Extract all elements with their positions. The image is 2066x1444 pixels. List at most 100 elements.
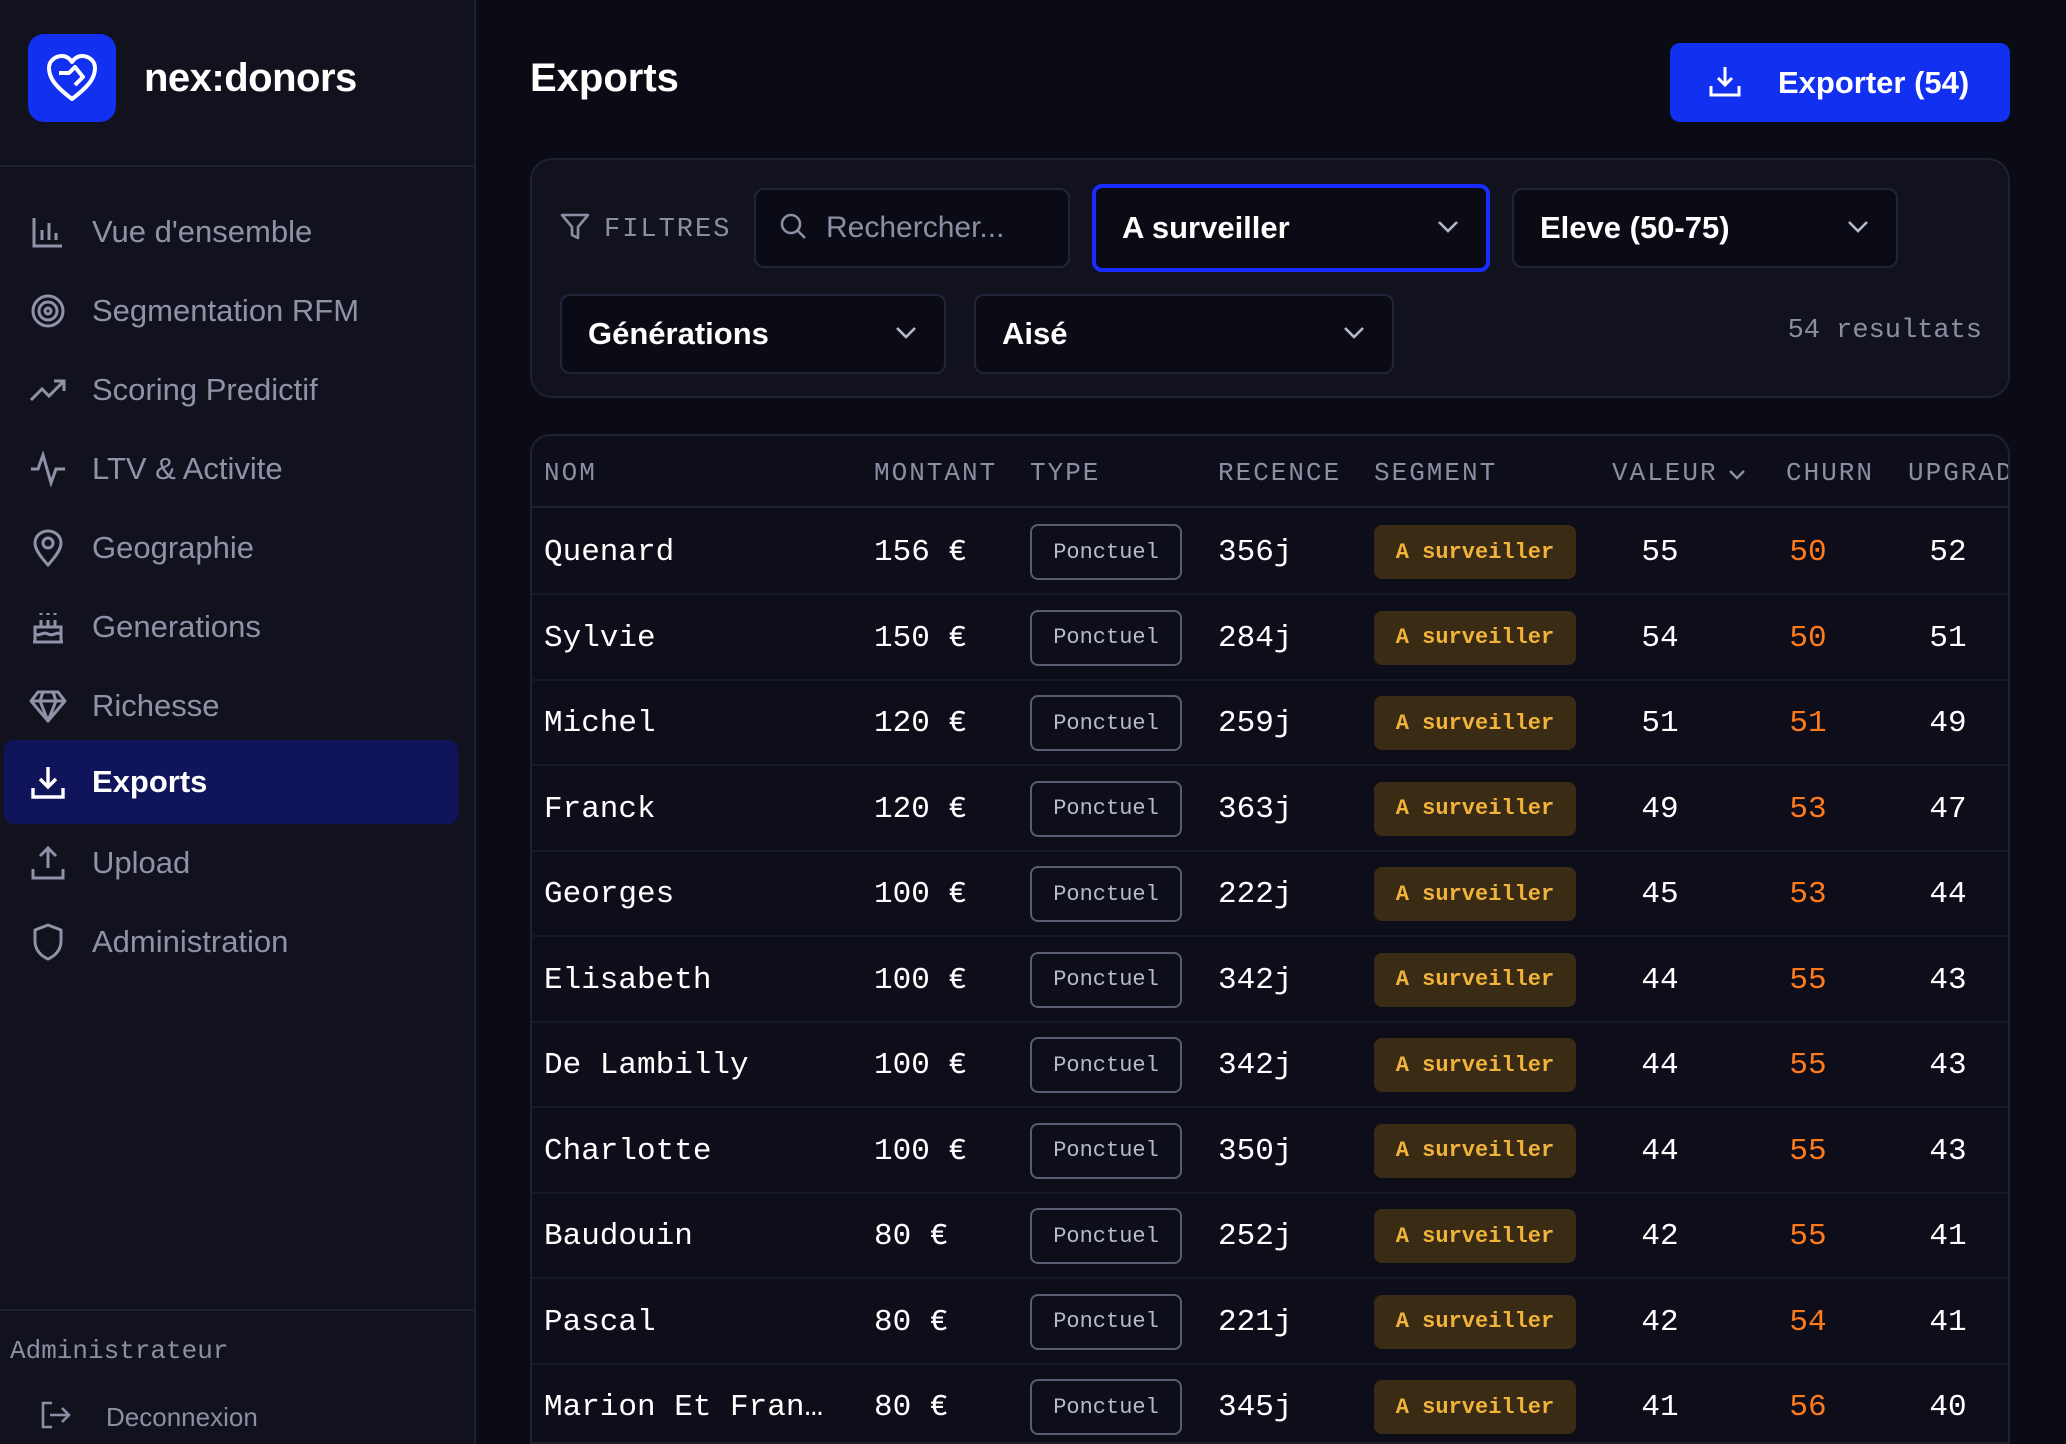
table-row[interactable]: Baudouin 80 € Ponctuel 252j A surveiller 42 55… xyxy=(532,1194,2008,1279)
sidebar-item-administration[interactable]: Administration xyxy=(4,900,458,984)
segment-badge: A surveiller xyxy=(1374,1123,1576,1178)
cell-upgrad: 49 xyxy=(1929,706,1967,741)
cell-churn: 50 xyxy=(1789,535,1827,570)
table-header: NOM MONTANT TYPE RECENCE SEGMENT VALEUR … xyxy=(532,436,2008,508)
wealth-select[interactable]: Aisé xyxy=(974,294,1394,374)
table-row[interactable]: Quenard 156 € Ponctuel 356j A surveiller 55 50… xyxy=(532,510,2008,595)
type-tag: Ponctuel xyxy=(1030,1208,1182,1264)
export-button[interactable]: Exporter (54) xyxy=(1670,43,2010,122)
sidebar-item-exports[interactable]: Exports xyxy=(4,740,458,824)
sidebar-item-label: Vue d'ensemble xyxy=(92,214,313,249)
activity-icon xyxy=(28,449,68,489)
column-header-nom[interactable]: NOM xyxy=(544,458,597,488)
cell-valeur: 41 xyxy=(1641,1390,1679,1425)
cell-upgrad: 40 xyxy=(1929,1390,1967,1425)
chevron-down-icon xyxy=(1342,324,1366,345)
segment-badge: A surveiller xyxy=(1374,1209,1576,1263)
cell-nom: Michel xyxy=(544,706,656,741)
filters-panel: FILTRES Rechercher... A surveiller Eleve… xyxy=(530,158,2010,398)
sidebar-item-label: Scoring Predictif xyxy=(92,372,318,407)
sidebar-item-segmentation-rfm[interactable]: Segmentation RFM xyxy=(4,269,458,353)
cell-nom: Sylvie xyxy=(544,620,656,656)
type-tag: Ponctuel xyxy=(1030,1293,1182,1350)
cell-recence: 342j xyxy=(1218,962,1293,998)
cell-montant: 120 € xyxy=(874,791,968,827)
segment-badge: A surveiller xyxy=(1374,867,1576,921)
table-row[interactable]: Franck 120 € Ponctuel 363j A surveiller 49 53 4… xyxy=(532,767,2008,852)
cell-valeur: 42 xyxy=(1641,1219,1679,1254)
sidebar-item-label: LTV & Activite xyxy=(92,451,283,486)
cell-churn: 51 xyxy=(1789,706,1827,741)
type-tag: Ponctuel xyxy=(1030,951,1182,1008)
cell-montant: 120 € xyxy=(874,706,968,741)
column-header-upgrad[interactable]: UPGRAD xyxy=(1908,458,2010,488)
user-role: Administrateur xyxy=(10,1336,229,1366)
sidebar-item-upload[interactable]: Upload xyxy=(4,821,458,905)
logout-button[interactable]: Deconnexion xyxy=(40,1400,258,1435)
cell-valeur: 42 xyxy=(1641,1304,1679,1340)
cell-churn: 53 xyxy=(1789,791,1827,827)
cell-montant: 100 € xyxy=(874,877,968,912)
cell-nom: Georges xyxy=(544,877,675,912)
sidebar-item-label: Administration xyxy=(92,924,289,959)
chevron-down-icon xyxy=(1436,218,1460,239)
download-icon xyxy=(28,762,68,802)
cell-montant: 100 € xyxy=(874,1133,968,1169)
sidebar-item-geographie[interactable]: Geographie xyxy=(4,506,458,590)
bar-chart-icon xyxy=(28,212,68,252)
column-header-recence[interactable]: RECENCE xyxy=(1218,458,1342,488)
column-header-valeur[interactable]: VALEUR xyxy=(1612,458,1746,488)
column-header-segment[interactable]: SEGMENT xyxy=(1374,458,1498,488)
type-tag: Ponctuel xyxy=(1030,780,1182,837)
table-row[interactable]: De Lambilly 100 € Ponctuel 342j A surveiller… xyxy=(532,1023,2008,1108)
sidebar-item-ltv-activite[interactable]: LTV & Activite xyxy=(4,427,458,511)
table-row[interactable]: Sylvie 150 € Ponctuel 284j A surveiller 54 50 5… xyxy=(532,596,2008,681)
table-row[interactable]: Georges 100 € Ponctuel 222j A surveiller 45 53… xyxy=(532,852,2008,937)
divider xyxy=(0,1309,474,1311)
cell-valeur: 44 xyxy=(1641,1048,1679,1083)
filter-icon xyxy=(560,212,590,247)
cell-upgrad: 41 xyxy=(1929,1219,1967,1254)
search-input[interactable]: Rechercher... xyxy=(754,188,1070,268)
sidebar-item-label: Exports xyxy=(92,764,208,799)
cell-recence: 221j xyxy=(1218,1304,1293,1340)
sidebar-item-generations[interactable]: Generations xyxy=(4,585,458,669)
column-header-type[interactable]: TYPE xyxy=(1030,458,1101,488)
sidebar-item-richesse[interactable]: Richesse xyxy=(4,664,458,748)
table-row[interactable]: Michel 120 € Ponctuel 259j A surveiller 51 51 4… xyxy=(532,681,2008,766)
page-title: Exports xyxy=(530,56,679,100)
cell-recence: 363j xyxy=(1218,791,1293,827)
segment-select[interactable]: A surveiller xyxy=(1092,184,1490,272)
cell-valeur: 54 xyxy=(1641,620,1679,656)
brand-name: nex:donors xyxy=(144,55,357,100)
segment-badge: A surveiller xyxy=(1374,781,1576,836)
cell-churn: 55 xyxy=(1789,1219,1827,1254)
cell-nom: Pascal xyxy=(544,1304,656,1340)
map-pin-icon xyxy=(28,528,68,568)
cell-upgrad: 44 xyxy=(1929,877,1967,912)
chevron-down-icon xyxy=(1846,218,1870,239)
generation-select[interactable]: Générations xyxy=(560,294,946,374)
results-count: 54 resultats xyxy=(1787,316,1982,346)
table-row[interactable]: Elisabeth 100 € Ponctuel 342j A surveiller 44… xyxy=(532,938,2008,1023)
segment-badge: A surveiller xyxy=(1374,1380,1576,1434)
sort-chevron-down-icon xyxy=(1728,458,1746,488)
search-placeholder: Rechercher... xyxy=(826,211,1005,244)
cell-montant: 150 € xyxy=(874,620,968,656)
column-header-montant[interactable]: MONTANT xyxy=(874,458,998,488)
type-tag: Ponctuel xyxy=(1030,866,1182,922)
cell-upgrad: 52 xyxy=(1929,535,1967,570)
sidebar-item-label: Segmentation RFM xyxy=(92,293,360,328)
brand[interactable]: nex:donors xyxy=(28,34,357,122)
score-select[interactable]: Eleve (50-75) xyxy=(1512,188,1898,268)
column-header-churn[interactable]: CHURN xyxy=(1786,458,1875,488)
sidebar-item-scoring-predictif[interactable]: Scoring Predictif xyxy=(4,348,458,432)
trend-up-icon xyxy=(28,370,68,410)
table-row[interactable]: Charlotte 100 € Ponctuel 350j A surveiller 44… xyxy=(532,1109,2008,1194)
export-button-label: Exporter (54) xyxy=(1778,64,1970,100)
table-row[interactable]: Marion Et Fran… 80 € Ponctuel 345j A surveil… xyxy=(532,1365,2008,1442)
sidebar-item-vue-ensemble[interactable]: Vue d'ensemble xyxy=(4,190,458,274)
cell-nom: Charlotte xyxy=(544,1133,712,1169)
target-icon xyxy=(28,291,68,331)
table-row[interactable]: Pascal 80 € Ponctuel 221j A surveiller 42 54 41 xyxy=(532,1280,2008,1365)
